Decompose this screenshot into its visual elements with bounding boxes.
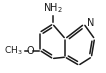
Text: N: N [87,18,95,28]
Text: O: O [27,46,35,56]
Text: CH$_3$: CH$_3$ [4,44,22,57]
Text: NH$_2$: NH$_2$ [43,1,63,15]
